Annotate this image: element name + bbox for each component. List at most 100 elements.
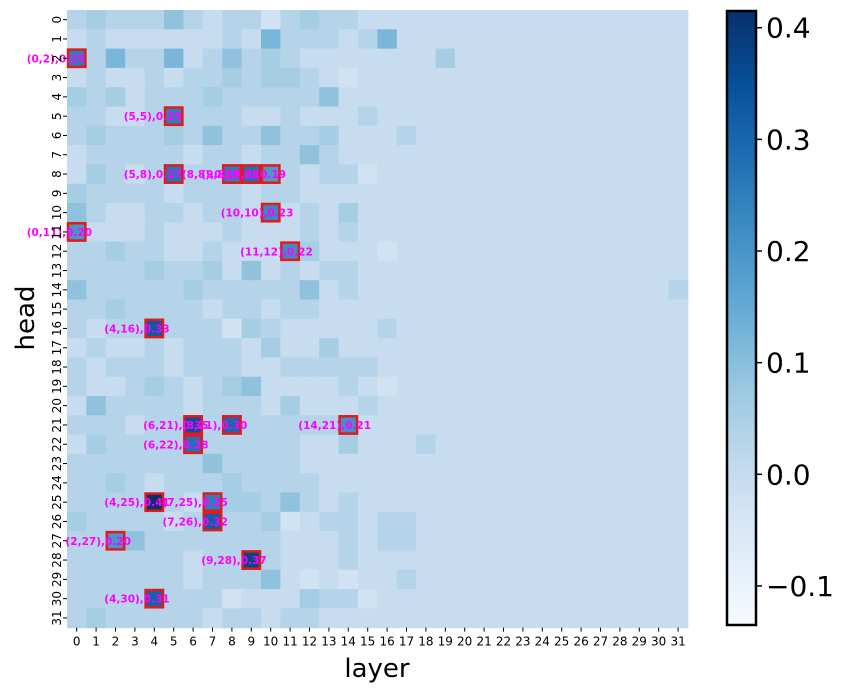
heatmap-cell [358, 531, 378, 551]
heatmap-cell [105, 106, 126, 127]
highlight-box [144, 492, 165, 513]
heatmap-cell [668, 183, 689, 204]
heatmap-cell [222, 415, 243, 436]
heatmap-cell [629, 357, 650, 378]
heatmap-cell [435, 145, 456, 165]
heatmap-cell [67, 241, 87, 262]
heatmap-cell [144, 106, 165, 127]
heatmap-cell [493, 280, 514, 301]
heatmap-cell [455, 145, 475, 165]
heatmap-cell [590, 145, 611, 165]
cell-annotation: (5,8),0.27 [124, 169, 182, 181]
y-tick-label: 30 [50, 591, 64, 606]
heatmap-cell [474, 87, 495, 108]
cell-annotation: (10,8),0.19 [221, 169, 286, 181]
heatmap-cell [319, 569, 340, 590]
heatmap-cell [571, 280, 592, 301]
heatmap-cell [358, 183, 378, 204]
heatmap-cell [183, 376, 204, 397]
heatmap-cell [649, 299, 669, 320]
heatmap-cell [435, 48, 456, 69]
heatmap-cell [144, 299, 165, 320]
heatmap-cell [532, 453, 553, 474]
heatmap-cell [319, 183, 340, 204]
heatmap-cell [280, 415, 301, 436]
heatmap-cell [67, 511, 87, 532]
y-tick-label: 12 [50, 244, 64, 259]
heatmap-cell [416, 10, 437, 30]
heatmap-cell [435, 338, 456, 358]
heatmap-cell [299, 280, 320, 301]
heatmap-cell [86, 473, 107, 494]
heatmap-cell [396, 29, 417, 50]
heatmap-cell [261, 10, 281, 30]
heatmap-cell [416, 357, 437, 378]
heatmap-cell [610, 396, 631, 416]
heatmap-cell [377, 453, 398, 474]
heatmap-cell [590, 318, 611, 339]
heatmap-cell [222, 241, 243, 262]
heatmap-cell [377, 434, 398, 455]
highlight-box [105, 530, 126, 551]
heatmap-cell [125, 357, 146, 378]
heatmap-cell [416, 241, 437, 262]
heatmap-cell [532, 357, 553, 378]
heatmap-cell [532, 67, 553, 88]
heatmap-cell [649, 260, 669, 281]
heatmap-cell [668, 357, 689, 378]
x-tick-label: 5 [170, 635, 178, 649]
heatmap-cell [67, 396, 87, 416]
heatmap-cell [319, 357, 340, 378]
heatmap-cell [435, 260, 456, 281]
heatmap-cell [319, 125, 340, 146]
heatmap-cell [377, 338, 398, 358]
heatmap-cell [571, 67, 592, 88]
heatmap-cell [241, 241, 262, 262]
heatmap-cell [513, 299, 534, 320]
heatmap-cell [571, 222, 592, 243]
heatmap-cell [668, 492, 689, 513]
heatmap-cell [144, 531, 165, 551]
heatmap-cell [280, 531, 301, 551]
heatmap-cell [396, 376, 417, 397]
heatmap-cell [202, 396, 223, 416]
heatmap-cell [67, 376, 87, 397]
heatmap-cell [396, 299, 417, 320]
heatmap-cell [144, 473, 165, 494]
heatmap-cell [610, 608, 631, 629]
heatmap-cell [358, 396, 378, 416]
heatmap-cell [164, 145, 184, 165]
heatmap-cell [183, 222, 204, 243]
heatmap-cell [649, 473, 669, 494]
heatmap-cell [532, 550, 553, 571]
heatmap-cell [474, 241, 495, 262]
heatmap-cell [280, 241, 301, 262]
heatmap-cell [396, 357, 417, 378]
heatmap-cell [125, 415, 146, 436]
heatmap-cell [358, 106, 378, 127]
heatmap-cell [474, 415, 495, 436]
heatmap-cell [319, 376, 340, 397]
heatmap-cell [649, 203, 669, 223]
y-tick-label: 26 [50, 514, 64, 529]
heatmap-cell [396, 531, 417, 551]
y-tick-label: 13 [50, 263, 64, 278]
heatmap-cell [86, 106, 107, 127]
heatmap-cell [125, 183, 146, 204]
heatmap-cell [590, 67, 611, 88]
heatmap-cell [493, 241, 514, 262]
heatmap-cell [144, 434, 165, 455]
heatmap-cell [610, 260, 631, 281]
heatmap-cell [144, 87, 165, 108]
heatmap-cell [105, 396, 126, 416]
heatmap-cell [532, 415, 553, 436]
heatmap-cell [455, 357, 475, 378]
heatmap-cell [552, 357, 572, 378]
heatmap-cell [299, 473, 320, 494]
heatmap-cell [668, 10, 689, 30]
heatmap-cell [261, 453, 281, 474]
cell-annotation: (4,25),0.41 [104, 497, 169, 509]
heatmap-cell [183, 473, 204, 494]
heatmap-cell [86, 550, 107, 571]
heatmap-cell [358, 87, 378, 108]
